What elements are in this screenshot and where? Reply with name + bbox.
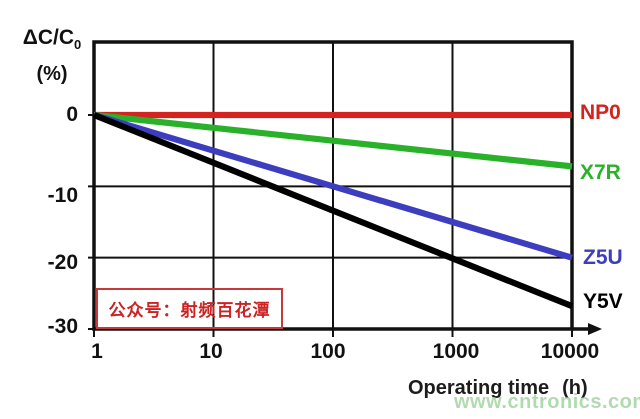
y-tick--10: -10 [47, 184, 78, 207]
x-axis-title-text: Operating time [408, 377, 550, 399]
x-tick-1000: 1000 [432, 340, 480, 363]
x-tick-10000: 10000 [540, 340, 600, 363]
stamp-box: 公众号：射频百花潭 [96, 288, 283, 329]
series-label-x7r: X7R [580, 161, 621, 184]
x-tick-10: 10 [199, 340, 223, 363]
x-axis-title: Operating time (h) [408, 377, 588, 399]
series-label-np0: NP0 [580, 101, 621, 124]
watermark-url: www.cntronics.com [454, 391, 640, 413]
y-tick-0: 0 [66, 103, 78, 126]
stamp-text: 公众号：射频百花潭 [108, 301, 271, 320]
y-axis-unit: (%) [36, 63, 68, 85]
x-tick-100: 100 [310, 340, 346, 363]
x-axis-title-unit: (h) [562, 377, 588, 399]
series-label-z5u: Z5U [583, 246, 623, 269]
y-tick--30: -30 [47, 315, 78, 338]
y-tick--20: -20 [47, 251, 78, 274]
x-tick-1: 1 [91, 340, 103, 363]
y-axis-title: ΔC/C0 [22, 26, 82, 53]
series-label-y5v: Y5V [583, 290, 623, 313]
